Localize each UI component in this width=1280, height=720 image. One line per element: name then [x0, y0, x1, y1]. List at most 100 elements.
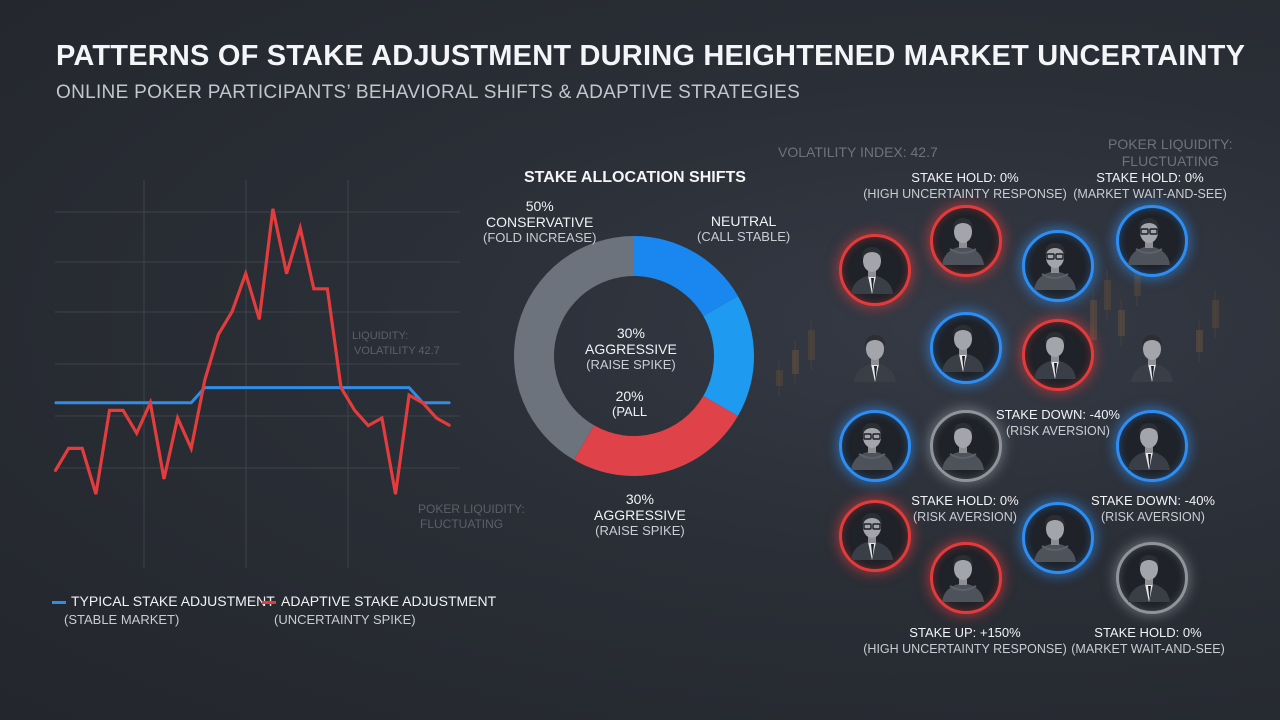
participant-label-7: STAKE HOLD: 0% (MARKET WAIT-AND-SEE)	[1071, 625, 1224, 657]
participant-label-4-sub: (RISK AVERSION)	[913, 510, 1017, 524]
series-point-typical	[81, 402, 84, 404]
person-icon	[942, 218, 984, 265]
line-chart	[53, 180, 460, 568]
participant-label-1-sub: (HIGH UNCERTAINTY RESPONSE)	[863, 187, 1067, 201]
participant-label-4-title: STAKE HOLD: 0%	[911, 493, 1019, 508]
participant-avatar	[1116, 542, 1188, 614]
donut-bottom-name: AGGRESSIVE	[594, 507, 686, 523]
donut-sub-conservative: (FOLD INCREASE)	[483, 230, 597, 245]
participant-avatar	[1022, 319, 1094, 391]
series-point-adaptive	[326, 288, 329, 290]
candlestick-body	[792, 350, 799, 374]
series-line-adaptive	[53, 208, 451, 495]
series-point-typical	[299, 386, 301, 389]
person-icon	[942, 555, 984, 602]
participant-label-5-sub: (RISK AVERSION)	[1101, 510, 1205, 524]
donut-label-conservative: 50% CONSERVATIVE (FOLD INCREASE)	[483, 198, 596, 246]
candlestick-body	[776, 370, 783, 386]
person-icon	[942, 423, 984, 470]
series-point-typical	[449, 402, 451, 404]
series-point-adaptive	[108, 409, 111, 412]
chart-ghost-fluctuating: FLUCTUATING	[420, 517, 504, 531]
series-point-adaptive	[217, 333, 220, 336]
participant-avatar	[842, 322, 908, 388]
participant-label-6-title: STAKE UP: +150%	[909, 625, 1021, 640]
participant-avatar	[839, 234, 911, 306]
participant-label-1: STAKE HOLD: 0% (HIGH UNCERTAINTY RESPONSE…	[863, 170, 1067, 202]
candlestick-body	[1196, 330, 1203, 352]
series-point-adaptive	[421, 402, 424, 404]
series-point-typical	[95, 402, 97, 404]
line-chart-series	[53, 208, 451, 495]
participant-label-6: STAKE UP: +150% (HIGH UNCERTAINTY RESPONS…	[863, 625, 1067, 657]
participant-label-6-sub: (HIGH UNCERTAINTY RESPONSE)	[863, 642, 1067, 656]
person-icon	[1128, 555, 1170, 602]
series-point-adaptive	[381, 417, 383, 419]
donut-name-neutral: NEUTRAL	[710, 213, 777, 229]
series-point-typical	[312, 386, 315, 389]
participant-avatar	[1116, 410, 1188, 482]
chart-ghost-liquidity: LIQUIDITY:	[352, 330, 409, 342]
candlestick-body	[1104, 280, 1111, 310]
participant-label-5-title: STAKE DOWN: -40%	[1090, 493, 1216, 508]
participant-avatar	[930, 410, 1002, 482]
person-icon	[1034, 243, 1076, 290]
participant-label-2: STAKE HOLD: 0% (MARKET WAIT-AND-SEE)	[1073, 170, 1226, 202]
donut-name-conservative: CONSERVATIVE	[486, 214, 594, 230]
page-title: PATTERNS OF STAKE ADJUSTMENT DURING HEIG…	[56, 40, 1246, 72]
legend-swatch-adaptive	[262, 600, 276, 604]
participant-avatar	[930, 542, 1002, 614]
series-point-adaptive	[135, 432, 138, 435]
participant-avatar	[1022, 502, 1094, 574]
donut-slice-conservative	[514, 236, 634, 460]
series-point-typical	[367, 386, 370, 389]
participant-label-5: STAKE DOWN: -40% (RISK AVERSION)	[1091, 493, 1215, 525]
donut-label-pall: 20% (PALL	[612, 388, 647, 420]
person-icon	[1131, 335, 1173, 382]
series-point-adaptive	[122, 409, 124, 412]
series-point-adaptive	[231, 310, 233, 313]
donut-name-pall: (PALL	[612, 404, 648, 419]
page-subtitle: ONLINE POKER PARTICIPANTS’ BEHAVIORAL SH…	[56, 82, 801, 103]
person-icon	[851, 247, 893, 294]
legend-typical: TYPICAL STAKE ADJUSTMENT (STABLE MARKET)	[52, 593, 275, 627]
donut-title: STAKE ALLOCATION SHIFTS	[524, 169, 746, 186]
series-point-typical	[244, 386, 247, 389]
donut-center-label: 30% AGGRESSIVE (RAISE SPIKE)	[585, 325, 677, 373]
series-point-adaptive	[176, 417, 179, 419]
candlestick-body	[1212, 300, 1219, 328]
participant-label-7-sub: (MARKET WAIT-AND-SEE)	[1071, 642, 1225, 656]
participant-label-4: STAKE HOLD: 0% (RISK AVERSION)	[911, 493, 1018, 525]
donut-bottom-value: 30%	[625, 491, 654, 507]
series-point-typical	[381, 386, 383, 389]
candlestick-body	[1090, 300, 1097, 340]
series-point-typical	[163, 402, 165, 404]
series-point-typical	[217, 386, 220, 389]
series-point-adaptive	[367, 424, 370, 427]
series-point-adaptive	[204, 379, 206, 381]
donut-slice-neutral	[634, 236, 738, 316]
series-point-adaptive	[408, 394, 410, 396]
volatility-index-text: VOLATILITY INDEX: 42.7	[778, 144, 938, 160]
participant-label-2-sub: (MARKET WAIT-AND-SEE)	[1073, 187, 1227, 201]
participant-label-3-title: STAKE DOWN: -40%	[995, 407, 1121, 422]
legend-adaptive: ADAPTIVE STAKE ADJUSTMENT (UNCERTAINTY S…	[262, 593, 496, 627]
participant-label-7-title: STAKE HOLD: 0%	[1094, 625, 1202, 640]
person-icon	[1128, 218, 1170, 265]
candlestick-body	[1118, 310, 1125, 336]
series-point-typical	[272, 386, 274, 389]
series-point-typical	[108, 402, 111, 404]
donut-slice-pall	[703, 296, 754, 416]
chart-ghost-volatility: VOLATILITY 42.7	[354, 345, 440, 357]
legend-label-adaptive: ADAPTIVE STAKE ADJUSTMENT	[281, 593, 497, 609]
series-point-adaptive	[190, 447, 193, 450]
participant-avatar	[1022, 230, 1094, 302]
participant-avatar	[839, 410, 911, 482]
series-point-adaptive	[285, 272, 288, 275]
donut-center-sub: (RAISE SPIKE)	[586, 357, 676, 372]
series-point-typical	[408, 386, 410, 389]
participant-label-2-title: STAKE HOLD: 0%	[1096, 170, 1204, 185]
participant-label-1-title: STAKE HOLD: 0%	[911, 170, 1019, 185]
donut-sub-neutral: (CALL STABLE)	[697, 229, 791, 244]
donut-value-pall: 20%	[615, 388, 644, 404]
